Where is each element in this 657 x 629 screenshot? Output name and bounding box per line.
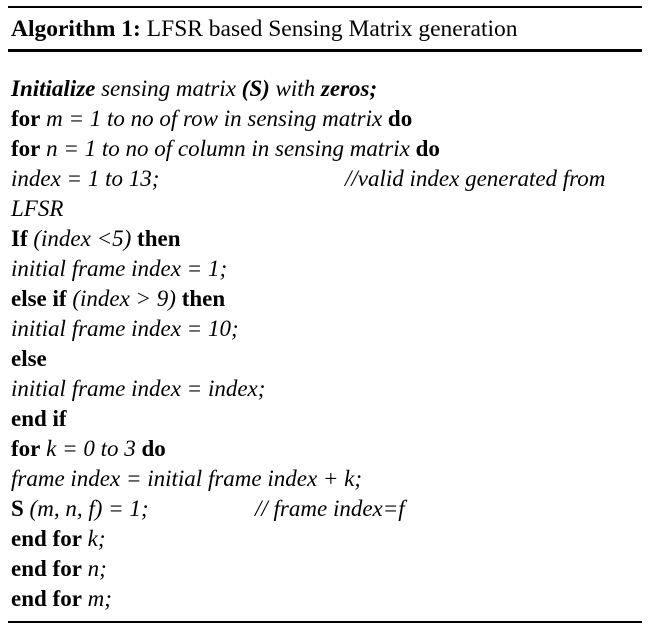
line-initial-frame-index: initial frame index = index; [11, 374, 645, 404]
keyword-matrix-name: (S) [241, 76, 270, 101]
line-set-s: S (m, n, f) = 1; // frame index=f [11, 494, 645, 524]
line-initial-frame-10: initial frame index = 10; [11, 314, 645, 344]
keyword-zeros: zeros; [320, 76, 378, 101]
line-text: n; [81, 556, 107, 581]
line-text: (m, n, f) = 1; [23, 496, 149, 521]
comment-valid-index: //valid index generated from [345, 166, 606, 191]
keyword-if: If [11, 226, 28, 251]
keyword-initialize: Initialize [11, 76, 96, 101]
line-text: k; [81, 526, 106, 551]
keyword-for: for [11, 136, 41, 161]
algorithm-caption: Algorithm 1: LFSR based Sensing Matrix g… [11, 13, 518, 45]
line-text: m; [81, 586, 112, 611]
line-end-for-k: end for k; [11, 524, 645, 554]
algorithm-body: Initialize sensing matrix (S) with zeros… [11, 74, 645, 614]
line-if: If (index <5) then [11, 224, 645, 254]
line-initial-frame-1: initial frame index = 1; [11, 254, 645, 284]
line-for-m: for m = 1 to no of row in sensing matrix… [11, 104, 645, 134]
algorithm-label: Algorithm 1: [11, 16, 141, 42]
line-text: index = 1 to 13; [11, 166, 160, 191]
keyword-then: then [181, 286, 226, 311]
line-text: n = 1 to no of column in sensing matrix [40, 136, 416, 161]
line-for-k: for k = 0 to 3 do [11, 434, 645, 464]
line-text: with [269, 76, 321, 101]
line-index: index = 1 to 13; //valid index generated… [11, 164, 645, 194]
keyword-s: S [11, 496, 24, 521]
keyword-end-for: end for [11, 556, 82, 581]
line-for-n: for n = 1 to no of column in sensing mat… [11, 134, 645, 164]
keyword-do: do [141, 436, 166, 461]
line-text: sensing matrix [95, 76, 242, 101]
keyword-for: for [11, 106, 41, 131]
line-else: else [11, 344, 645, 374]
line-text: LFSR [11, 196, 64, 221]
line-frame-index: frame index = initial frame index + k; [11, 464, 645, 494]
caption-rule [8, 49, 642, 52]
line-text: initial frame index = 1; [11, 256, 228, 281]
line-text: k = 0 to 3 [40, 436, 142, 461]
line-text: frame index = initial frame index + k; [11, 466, 363, 491]
keyword-end-for: end for [11, 586, 82, 611]
line-text: initial frame index = 10; [11, 316, 239, 341]
line-initialize: Initialize sensing matrix (S) with zeros… [11, 74, 645, 104]
line-text: (index > 9) [66, 286, 182, 311]
keyword-for: for [11, 436, 41, 461]
line-end-for-m: end for m; [11, 584, 645, 614]
line-end-if: end if [11, 404, 645, 434]
algorithm-title: LFSR based Sensing Matrix generation [140, 16, 518, 42]
line-text: (index <5) [27, 226, 138, 251]
keyword-end-if: end if [11, 406, 67, 431]
comment-frame-index: // frame index=f [255, 496, 405, 521]
line-text: initial frame index = index; [11, 376, 266, 401]
keyword-end-for: end for [11, 526, 82, 551]
keyword-do: do [387, 106, 413, 131]
keyword-do: do [415, 136, 440, 161]
keyword-then: then [137, 226, 181, 251]
line-end-for-n: end for n; [11, 554, 645, 584]
top-rule [8, 6, 642, 8]
line-else-if: else if (index > 9) then [11, 284, 645, 314]
line-lfsr: LFSR [11, 194, 645, 224]
keyword-else: else [11, 346, 47, 371]
line-text: m = 1 to no of row in sensing matrix [40, 106, 388, 131]
bottom-rule [8, 621, 642, 623]
keyword-else-if: else if [11, 286, 67, 311]
